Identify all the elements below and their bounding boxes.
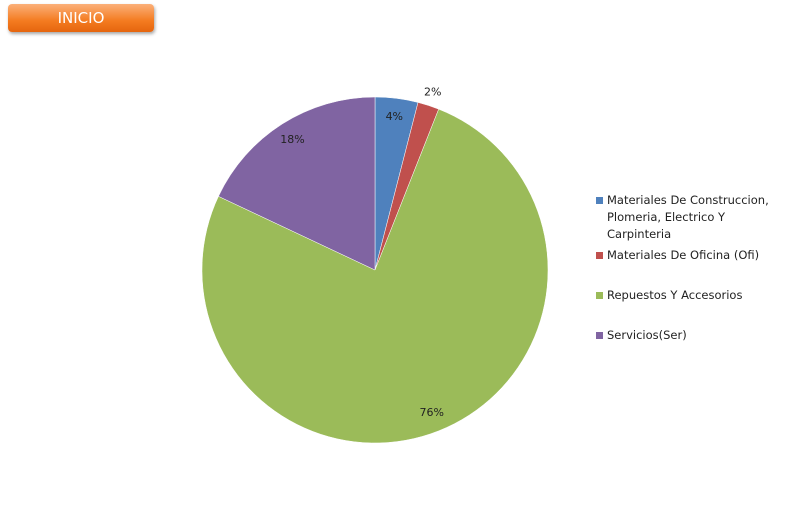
legend-swatch <box>596 332 603 339</box>
legend-swatch <box>596 292 603 299</box>
legend-label: Materiales De Oficina (Ofi) <box>607 248 760 262</box>
inicio-button[interactable]: INICIO <box>8 4 154 32</box>
legend-label: Servicios(Ser) <box>607 328 687 342</box>
pie-slice <box>201 108 549 444</box>
legend-item: Repuestos Y Accesorios <box>596 287 791 304</box>
data-label: 4% <box>386 110 403 123</box>
data-label: 76% <box>419 406 443 419</box>
pie-slice <box>218 96 376 271</box>
legend: Materiales De Construccion, Plomeria, El… <box>596 192 791 344</box>
data-label: 18% <box>280 133 304 146</box>
legend-item: Materiales De Oficina (Ofi) <box>596 247 791 264</box>
data-label: 2% <box>424 85 441 98</box>
legend-item: Servicios(Ser) <box>596 327 791 344</box>
legend-swatch <box>596 252 603 259</box>
legend-item: Materiales De Construccion, Plomeria, El… <box>596 192 791 243</box>
legend-label: Materiales De Construccion, Plomeria, El… <box>607 193 769 241</box>
legend-label: Repuestos Y Accesorios <box>607 288 743 302</box>
legend-swatch <box>596 197 603 204</box>
